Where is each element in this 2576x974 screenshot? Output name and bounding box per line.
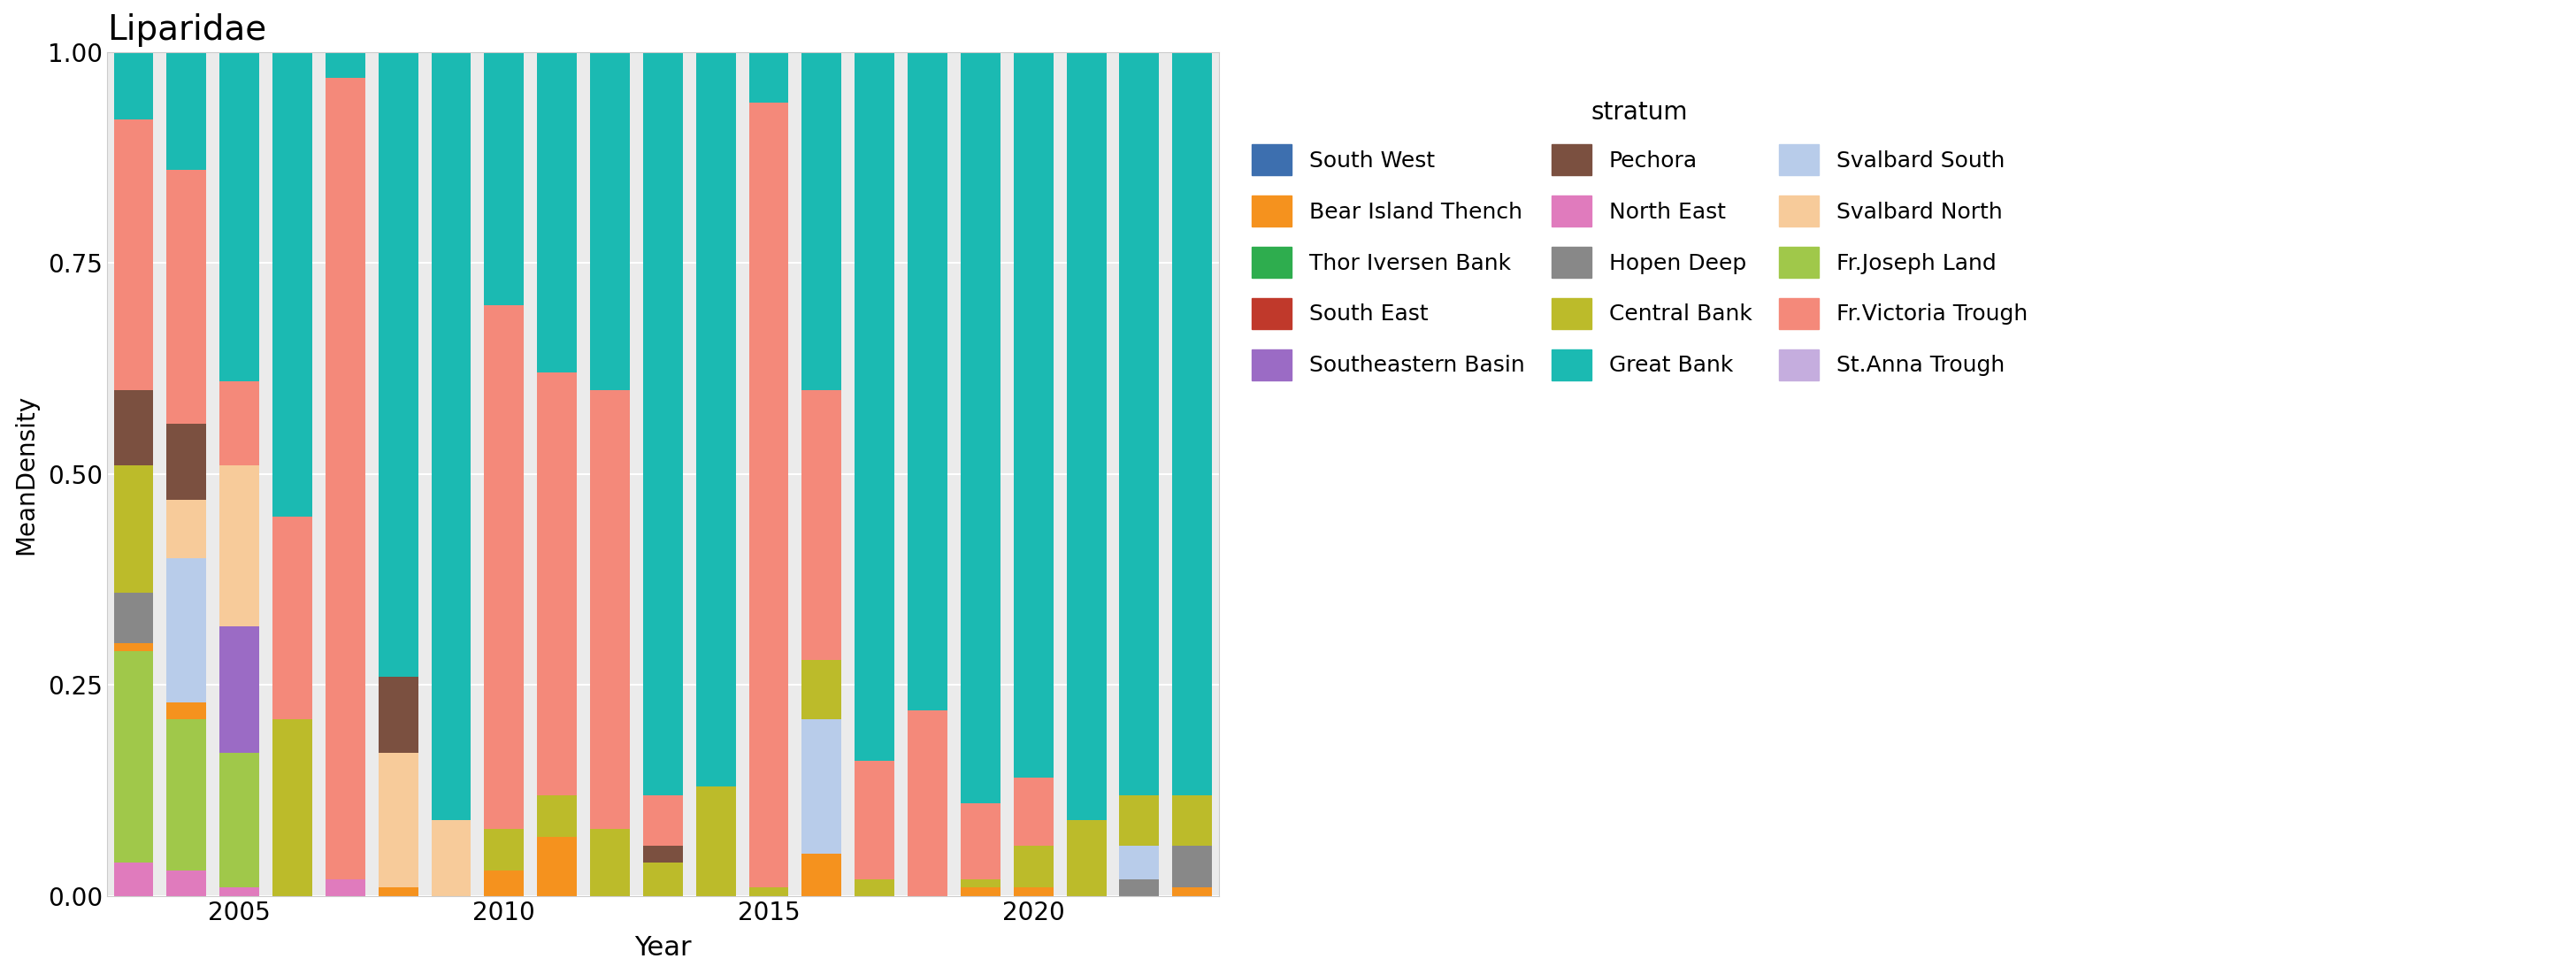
Bar [273,516,312,719]
Bar [219,626,260,753]
Bar [219,381,260,466]
Bar [961,880,999,887]
Legend: South West, Bear Island Thench, Thor Iversen Bank, South East, Southeastern Basi: South West, Bear Island Thench, Thor Ive… [1242,89,2038,392]
Bar [430,820,471,896]
Bar [219,466,260,626]
Bar [484,871,523,896]
Bar [113,862,155,896]
Bar [1012,52,1054,778]
Bar [167,871,206,896]
Bar [484,305,523,829]
Bar [113,466,155,592]
Bar [325,52,366,77]
Bar [644,862,683,896]
Bar [167,558,206,702]
X-axis label: Year: Year [634,935,690,960]
Bar [538,795,577,837]
Bar [1121,52,1159,795]
Bar [113,652,155,862]
Bar [696,52,737,786]
Bar [379,887,417,896]
Bar [801,719,842,854]
Bar [538,837,577,896]
Bar [907,52,948,710]
Bar [325,880,366,896]
Bar [113,592,155,643]
Bar [750,102,788,887]
Bar [750,887,788,896]
Bar [538,373,577,795]
Bar [1121,845,1159,880]
Bar [1172,887,1213,896]
Bar [855,52,894,761]
Bar [961,52,999,804]
Bar [113,52,155,120]
Bar [379,52,417,677]
Bar [590,829,629,896]
Bar [1172,845,1213,887]
Bar [590,390,629,829]
Bar [379,753,417,887]
Bar [801,52,842,390]
Bar [907,710,948,896]
Bar [1172,52,1213,795]
Bar [1012,778,1054,845]
Bar [750,52,788,102]
Bar [855,761,894,880]
Y-axis label: MeanDensity: MeanDensity [13,394,39,554]
Bar [113,390,155,466]
Bar [167,702,206,719]
Bar [1121,795,1159,845]
Bar [801,390,842,659]
Bar [1172,795,1213,845]
Bar [590,52,629,390]
Bar [484,52,523,305]
Bar [644,845,683,862]
Bar [167,500,206,558]
Bar [167,170,206,424]
Bar [113,643,155,652]
Bar [113,120,155,390]
Bar [379,677,417,753]
Bar [1012,845,1054,887]
Bar [484,829,523,871]
Bar [167,719,206,871]
Bar [167,424,206,500]
Bar [1066,820,1105,896]
Bar [644,795,683,845]
Bar [1066,52,1105,820]
Text: Liparidae: Liparidae [108,14,265,47]
Bar [325,77,366,880]
Bar [219,887,260,896]
Bar [273,719,312,896]
Bar [167,52,206,170]
Bar [219,52,260,381]
Bar [644,52,683,795]
Bar [961,804,999,880]
Bar [538,52,577,373]
Bar [801,854,842,896]
Bar [961,887,999,896]
Bar [696,786,737,896]
Bar [801,659,842,719]
Bar [219,753,260,887]
Bar [273,52,312,516]
Bar [430,52,471,820]
Bar [855,880,894,896]
Bar [1121,880,1159,896]
Bar [1012,887,1054,896]
